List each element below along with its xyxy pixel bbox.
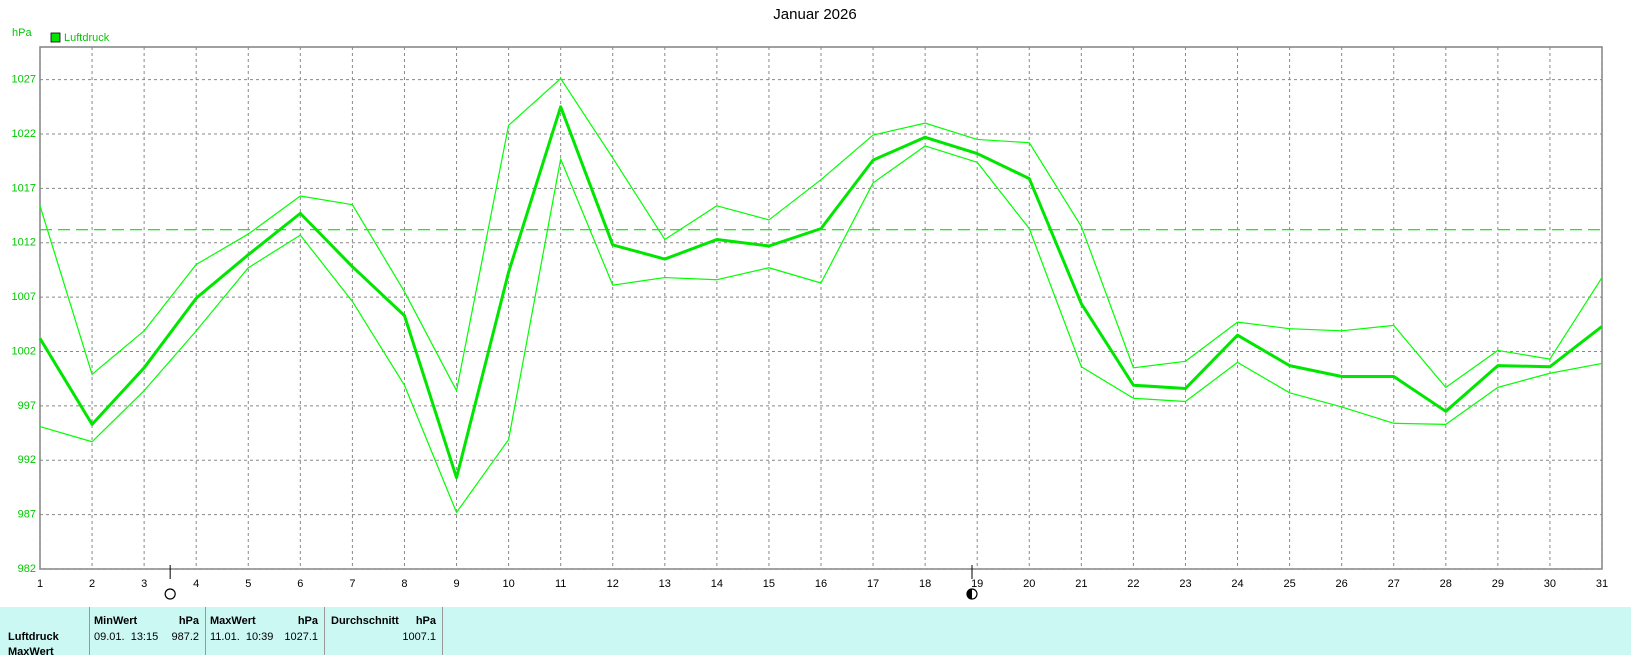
x-tick-label: 12 xyxy=(607,578,619,590)
x-tick-label: 22 xyxy=(1127,578,1139,590)
x-tick-label: 27 xyxy=(1388,578,1400,590)
series-line xyxy=(39,145,1603,514)
x-tick-label: 23 xyxy=(1179,578,1191,590)
x-tick-label: 13 xyxy=(659,578,671,590)
chart-title: Januar 2026 xyxy=(773,6,856,23)
y-tick-label: 982 xyxy=(18,563,36,575)
row-label: Luftdruck xyxy=(8,631,59,643)
series-line xyxy=(39,77,1603,392)
x-tick-label: 28 xyxy=(1440,578,1452,590)
header: MaxWert xyxy=(210,615,256,627)
x-tick-label: 10 xyxy=(502,578,514,590)
y-tick-label: 992 xyxy=(18,454,36,466)
x-tick-label: 8 xyxy=(401,578,407,590)
x-tick-label: 9 xyxy=(453,578,459,590)
x-tick-label: 26 xyxy=(1336,578,1348,590)
moon-shade xyxy=(966,589,972,599)
x-tick-label: 15 xyxy=(763,578,775,590)
header: MinWert xyxy=(94,615,138,627)
legend-label: Luftdruck xyxy=(64,32,110,44)
avg-cell: Durchschnitt hPa 1007.1 xyxy=(324,607,443,655)
stats-table: Luftdruck MaxWert MinWert hPa 09.01. 13:… xyxy=(0,607,1631,655)
header-unit: hPa xyxy=(178,615,199,627)
y-tick-label: 987 xyxy=(18,509,36,521)
x-tick-label: 17 xyxy=(867,578,879,590)
moon-marker xyxy=(164,588,176,600)
y-tick-label: 1002 xyxy=(12,345,36,357)
x-tick-label: 7 xyxy=(349,578,355,590)
x-tick-label: 16 xyxy=(815,578,827,590)
max-time: 11.01. 10:39 xyxy=(210,631,274,643)
header-unit: hPa xyxy=(415,615,436,627)
x-tick-label: 11 xyxy=(555,578,566,590)
header: Durchschnitt xyxy=(331,615,399,627)
y-tick-label: 1012 xyxy=(12,237,36,249)
min-cell: MinWert hPa 09.01. 13:15 987.2 xyxy=(89,607,205,655)
y-axis-label: hPa xyxy=(12,27,32,39)
x-tick-label: 25 xyxy=(1283,578,1295,590)
x-tick-label: 6 xyxy=(297,578,303,590)
max-cell: MaxWert hPa 11.01. 10:39 1027.1 xyxy=(205,607,324,655)
x-tick-label: 31 xyxy=(1596,578,1608,590)
y-tick-label: 1022 xyxy=(12,128,36,140)
x-tick-label: 4 xyxy=(193,578,199,590)
x-tick-label: 14 xyxy=(711,578,723,590)
header-unit: hPa xyxy=(297,615,318,627)
avg-value: 1007.1 xyxy=(402,631,436,643)
x-tick-label: 21 xyxy=(1075,578,1087,590)
x-tick-label: 2 xyxy=(89,578,95,590)
x-tick-label: 3 xyxy=(141,578,147,590)
y-tick-label: 1007 xyxy=(12,291,36,303)
max-value: 1027.1 xyxy=(284,631,318,643)
row-label: MaxWert xyxy=(8,646,54,655)
min-time: 09.01. 13:15 xyxy=(94,631,159,643)
series-line xyxy=(38,105,1603,480)
x-tick-label: 19 xyxy=(971,578,983,590)
x-tick-label: 24 xyxy=(1231,578,1243,590)
y-tick-label: 1017 xyxy=(12,182,36,194)
chart: Januar 2026 hPa Luftdruck 98298799299710… xyxy=(12,6,1608,600)
x-tick-label: 5 xyxy=(245,578,251,590)
x-tick-label: 29 xyxy=(1492,578,1504,590)
y-tick-label: 997 xyxy=(18,400,36,412)
x-tick-label: 30 xyxy=(1544,578,1556,590)
y-tick-label: 1027 xyxy=(12,74,36,86)
min-value: 987.2 xyxy=(171,631,199,643)
x-tick-label: 18 xyxy=(919,578,931,590)
legend-swatch xyxy=(50,32,61,43)
x-tick-label: 1 xyxy=(37,578,43,590)
x-tick-label: 20 xyxy=(1023,578,1035,590)
